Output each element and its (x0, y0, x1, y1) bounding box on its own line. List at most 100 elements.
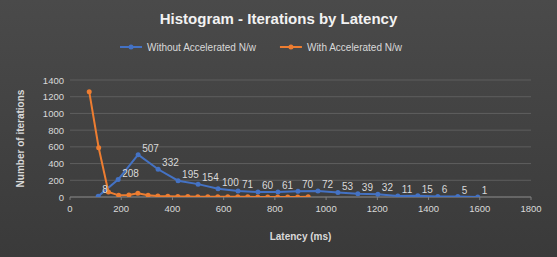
x-axis-title: Latency (ms) (270, 231, 332, 242)
grid-line (70, 163, 531, 164)
x-tick-label: 0 (67, 203, 72, 214)
series-marker (255, 189, 260, 194)
data-label: 100 (222, 177, 239, 188)
legend-marker (288, 45, 293, 50)
legend-marker (129, 45, 134, 50)
data-label: 39 (362, 182, 374, 193)
series-marker (196, 182, 201, 187)
x-tick-label: 400 (165, 203, 181, 214)
series-marker (87, 89, 92, 94)
series-marker (146, 193, 151, 197)
data-label: 8 (102, 184, 108, 195)
y-tick-label: 0 (59, 192, 64, 203)
series-marker (205, 194, 210, 197)
data-label: 15 (422, 184, 434, 195)
series-marker (176, 178, 181, 183)
grid (70, 80, 531, 197)
data-label: 71 (242, 179, 254, 190)
series-marker (306, 194, 311, 197)
series-marker (245, 194, 250, 197)
series-marker (126, 192, 131, 197)
series-marker (135, 191, 140, 196)
series-marker (156, 167, 161, 172)
grid-line (70, 113, 531, 114)
x-tick-label: 1400 (418, 203, 439, 214)
grid-line (70, 146, 531, 147)
y-tick-label: 600 (48, 141, 64, 152)
x-tick-label: 200 (113, 203, 129, 214)
series-marker (155, 193, 160, 197)
y-axis-title: Number of iterations (15, 89, 26, 187)
data-label: 1 (482, 185, 488, 196)
x-tick-label: 1800 (520, 203, 541, 214)
series-marker (216, 186, 221, 191)
x-tick-label: 1000 (316, 203, 337, 214)
x-tick-label: 1600 (469, 203, 490, 214)
legend-label: Without Accelerated N/w (147, 42, 257, 53)
series-marker (295, 189, 300, 194)
y-tick-label: 1400 (43, 75, 64, 86)
series-marker (96, 145, 101, 150)
data-label: 154 (202, 172, 219, 183)
data-label: 195 (182, 169, 199, 180)
grid-line (70, 180, 531, 181)
chart-container: Histogram - Iterations by Latency 0 200 400… (0, 0, 557, 257)
grid-line (70, 130, 531, 131)
series-marker (236, 189, 241, 194)
series-marker (455, 194, 460, 197)
series-marker (165, 194, 170, 197)
y-tick-label: 800 (48, 125, 64, 136)
series-marker (395, 194, 400, 197)
data-labels: 8208507332195154100716061707253393211156… (102, 143, 488, 196)
data-label: 32 (382, 182, 394, 193)
series-line (89, 92, 308, 197)
plot-area (87, 89, 481, 197)
x-tick-label: 600 (216, 203, 232, 214)
background (0, 0, 557, 257)
series-marker (265, 194, 270, 197)
data-label: 11 (402, 184, 413, 195)
series-marker (225, 194, 230, 197)
series-marker (275, 189, 280, 194)
x-tick-label: 1200 (367, 203, 388, 214)
grid-line (70, 96, 531, 97)
series-marker (415, 193, 420, 197)
legend: Without Accelerated N/w With Accelerated … (120, 42, 403, 53)
series-marker (195, 194, 200, 197)
series-line (98, 155, 478, 197)
series-marker (175, 194, 180, 197)
chart-title: Histogram - Iterations by Latency (160, 10, 398, 27)
series-marker (96, 194, 101, 197)
series-marker (475, 194, 480, 197)
y-tick-label: 1000 (43, 108, 64, 119)
y-tick-label: 1200 (43, 91, 64, 102)
series-marker (116, 193, 121, 197)
legend-label: With Accelerated N/w (307, 42, 403, 53)
series-marker (315, 188, 320, 193)
data-label: 60 (262, 180, 274, 191)
data-label: 6 (442, 184, 448, 195)
series-marker (275, 194, 280, 197)
series-marker (375, 192, 380, 197)
series-marker (136, 152, 141, 157)
series-marker (116, 177, 121, 182)
series-marker (185, 194, 190, 197)
data-label: 208 (122, 168, 139, 179)
data-label: 70 (302, 179, 314, 190)
series-marker (335, 190, 340, 195)
series-marker (285, 194, 290, 197)
y-tick-label: 400 (48, 158, 64, 169)
data-label: 61 (282, 180, 294, 191)
chart-svg: Histogram - Iterations by Latency 0 200 400… (0, 0, 557, 257)
series-marker (255, 194, 260, 197)
data-label: 332 (162, 157, 179, 168)
series-marker (435, 194, 440, 197)
data-label: 507 (142, 143, 159, 154)
data-label: 72 (322, 179, 334, 190)
grid-line (70, 80, 531, 81)
data-label: 53 (342, 181, 354, 192)
y-tick-label: 200 (48, 175, 64, 186)
series-marker (355, 191, 360, 196)
series-marker (295, 194, 300, 197)
series-marker (235, 194, 240, 197)
